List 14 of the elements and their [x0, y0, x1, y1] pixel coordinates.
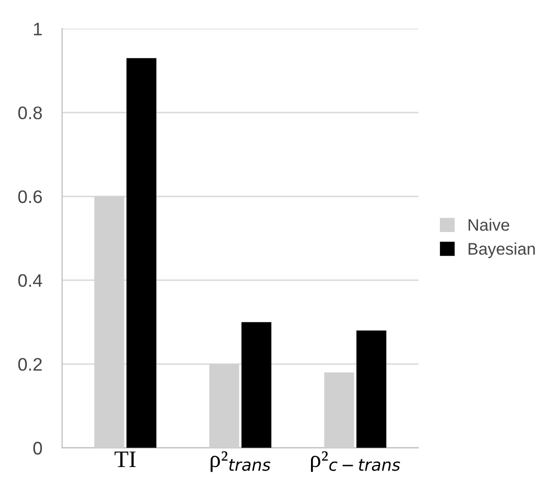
bar	[126, 58, 156, 448]
y-tick-label: 0.6	[18, 190, 42, 204]
legend-label: Naive	[468, 218, 510, 231]
y-tick-label: 0.2	[18, 358, 42, 371]
bar	[356, 330, 386, 448]
y-tick-label: 1	[34, 22, 42, 36]
bar	[241, 322, 272, 448]
y-tick-label: 0.8	[18, 106, 42, 120]
y-tick-label: 0.4	[18, 274, 42, 287]
x-tick-label: ρ²$_{trans}$	[210, 451, 270, 472]
legend-label: Bayesian	[468, 242, 535, 258]
x-tick-label: ρ²$_{c−trans}$	[310, 451, 400, 472]
x-tick-label: TI	[114, 452, 136, 468]
y-tick-label: 0	[33, 442, 42, 455]
